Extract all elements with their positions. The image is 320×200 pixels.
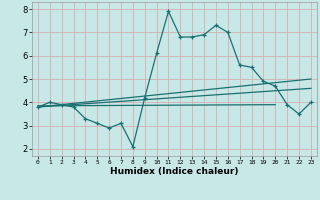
X-axis label: Humidex (Indice chaleur): Humidex (Indice chaleur) [110,167,239,176]
